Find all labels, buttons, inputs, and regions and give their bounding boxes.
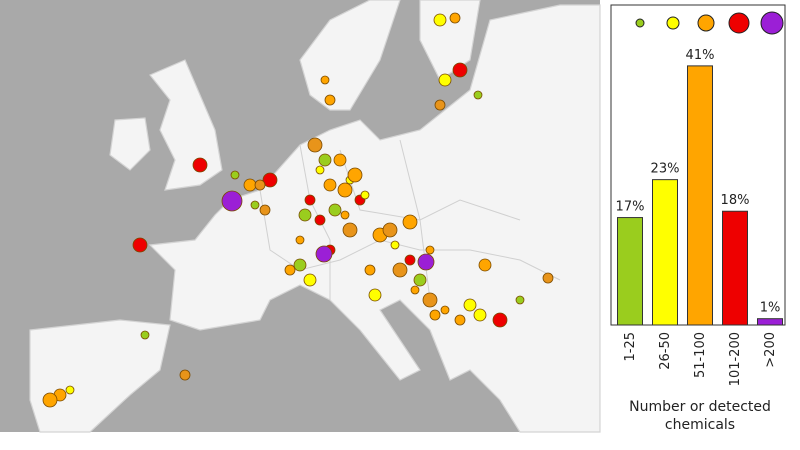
site-dot xyxy=(307,137,323,153)
site-dot xyxy=(449,12,461,24)
site-dot xyxy=(425,245,435,255)
site-dot xyxy=(478,258,492,272)
site-dot xyxy=(390,240,400,250)
site-dot xyxy=(315,245,333,263)
site-dot xyxy=(473,308,487,322)
bar xyxy=(687,65,713,326)
site-dot xyxy=(221,190,243,212)
site-dot xyxy=(340,210,350,220)
value-label: 41% xyxy=(686,48,715,63)
value-label: 1% xyxy=(760,301,781,316)
site-dot xyxy=(42,392,58,408)
site-dot xyxy=(250,200,260,210)
site-dot xyxy=(65,385,75,395)
value-label: 23% xyxy=(651,162,680,177)
site-dot xyxy=(293,258,307,272)
site-dot xyxy=(318,153,332,167)
bar xyxy=(617,217,643,326)
bar xyxy=(722,210,748,326)
site-dot xyxy=(132,237,148,253)
value-label: 17% xyxy=(616,200,645,215)
site-dot xyxy=(429,309,441,321)
site-dot xyxy=(438,73,452,87)
size-legend xyxy=(635,11,784,35)
site-dot xyxy=(463,298,477,312)
site-dot xyxy=(452,62,468,78)
site-dot xyxy=(324,94,336,106)
site-dot xyxy=(392,262,408,278)
x-tick-label: >200 xyxy=(763,332,778,368)
map xyxy=(0,0,601,433)
site-dot xyxy=(328,203,342,217)
site-dot xyxy=(433,13,447,27)
site-dot xyxy=(473,90,483,100)
site-dot xyxy=(333,153,347,167)
site-dot xyxy=(368,288,382,302)
legend-dot xyxy=(635,18,645,28)
site-dot xyxy=(259,204,271,216)
site-dot xyxy=(320,75,330,85)
site-dot xyxy=(404,254,416,266)
site-dot xyxy=(262,172,278,188)
site-dot xyxy=(440,305,450,315)
site-dot xyxy=(342,222,358,238)
site-dot xyxy=(337,182,353,198)
site-dot xyxy=(284,264,296,276)
site-dot xyxy=(298,208,312,222)
x-tick-label: 101-200 xyxy=(728,332,743,386)
site-dot xyxy=(304,194,316,206)
site-dot xyxy=(360,190,370,200)
site-dot xyxy=(179,369,191,381)
site-dot xyxy=(417,253,435,271)
site-dot xyxy=(364,264,376,276)
site-dot xyxy=(314,214,326,226)
site-dot xyxy=(323,178,337,192)
site-dot xyxy=(382,222,398,238)
site-dot xyxy=(515,295,525,305)
site-dot xyxy=(230,170,240,180)
legend-dot xyxy=(760,11,784,35)
value-label: 18% xyxy=(721,193,750,208)
site-dot xyxy=(254,179,266,191)
site-dot xyxy=(295,235,305,245)
site-dot xyxy=(243,178,257,192)
site-dot xyxy=(347,167,363,183)
chart-panel: 17% 1-25 23% 26-50 41% 51-100 18% 101-200 1% >200 xyxy=(610,4,786,386)
bars: 17% 1-25 23% 26-50 41% 51-100 18% 101-200 1% >200 xyxy=(616,48,783,386)
legend-dot xyxy=(697,14,715,32)
site-dot xyxy=(413,273,427,287)
site-dot xyxy=(422,292,438,308)
site-dot xyxy=(434,99,446,111)
sample-sites xyxy=(42,12,554,408)
x-tick-label: 1-25 xyxy=(623,332,638,362)
site-dot xyxy=(454,314,466,326)
site-dot xyxy=(303,273,317,287)
site-dot xyxy=(140,330,150,340)
site-dot xyxy=(192,157,208,173)
x-axis-label: Number or detected chemicals xyxy=(629,399,771,433)
bar xyxy=(757,318,783,326)
x-tick-label: 26-50 xyxy=(658,332,673,370)
site-dot xyxy=(542,272,554,284)
bar xyxy=(652,179,678,326)
x-tick-label: 51-100 xyxy=(693,332,708,378)
legend-dot xyxy=(728,12,750,34)
site-dot xyxy=(402,214,418,230)
site-dot xyxy=(315,165,325,175)
site-dot xyxy=(492,312,508,328)
legend-dot xyxy=(666,16,680,30)
site-dot xyxy=(410,285,420,295)
